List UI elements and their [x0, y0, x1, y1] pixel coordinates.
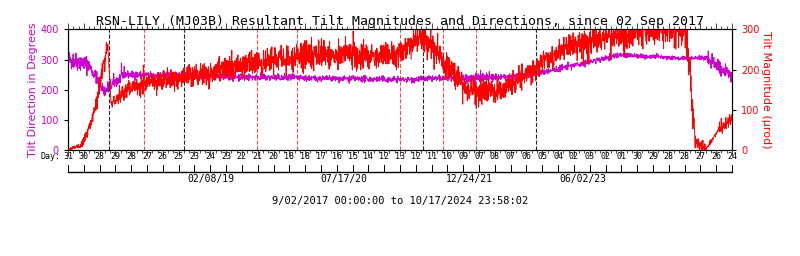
Text: 29: 29 [110, 152, 121, 161]
Text: 12/24/21: 12/24/21 [446, 174, 494, 184]
Text: 22: 22 [237, 152, 247, 161]
Text: 14: 14 [363, 152, 374, 161]
Text: 28: 28 [679, 152, 690, 161]
Text: 26: 26 [158, 152, 168, 161]
Text: 31: 31 [63, 152, 73, 161]
Text: 21: 21 [253, 152, 262, 161]
Text: 20: 20 [269, 152, 278, 161]
Text: 18: 18 [300, 152, 310, 161]
Text: 30: 30 [632, 152, 642, 161]
Text: 06: 06 [522, 152, 531, 161]
Text: 11: 11 [426, 152, 437, 161]
Text: 02: 02 [601, 152, 610, 161]
Text: 15: 15 [347, 152, 358, 161]
Text: 07/17/20: 07/17/20 [320, 174, 367, 184]
Text: 07: 07 [474, 152, 484, 161]
Text: 9/02/2017 00:00:00 to 10/17/2024 23:58:02: 9/02/2017 00:00:00 to 10/17/2024 23:58:0… [272, 196, 528, 206]
Text: 08: 08 [490, 152, 500, 161]
Y-axis label: Tilt Direction in Degrees: Tilt Direction in Degrees [28, 22, 38, 157]
Text: 24: 24 [727, 152, 737, 161]
Text: 27: 27 [695, 152, 706, 161]
Text: 12: 12 [411, 152, 421, 161]
Text: 02: 02 [569, 152, 579, 161]
Text: 13: 13 [395, 152, 405, 161]
Text: 02/08/19: 02/08/19 [187, 174, 234, 184]
Text: 28: 28 [126, 152, 136, 161]
Text: 07: 07 [506, 152, 516, 161]
Title: RSN-LILY (MJ03B) Resultant Tilt Magnitudes and Directions, since 02 Sep 2017: RSN-LILY (MJ03B) Resultant Tilt Magnitud… [96, 15, 704, 28]
Text: 23: 23 [190, 152, 199, 161]
Y-axis label: Tilt Magnitude (μrod): Tilt Magnitude (μrod) [761, 31, 770, 148]
Text: 06/02/23: 06/02/23 [559, 174, 606, 184]
Text: 28: 28 [664, 152, 674, 161]
Text: 30: 30 [79, 152, 89, 161]
Text: 23: 23 [221, 152, 231, 161]
Text: 17: 17 [316, 152, 326, 161]
Text: 04: 04 [553, 152, 563, 161]
Text: 28: 28 [94, 152, 105, 161]
Text: 24: 24 [206, 152, 215, 161]
Text: 01: 01 [616, 152, 626, 161]
Text: 09: 09 [458, 152, 468, 161]
Text: 18: 18 [284, 152, 294, 161]
Text: 29: 29 [648, 152, 658, 161]
Text: 03: 03 [585, 152, 594, 161]
Text: 27: 27 [142, 152, 152, 161]
Text: Day:: Day: [40, 152, 60, 161]
Text: 26: 26 [711, 152, 721, 161]
Text: 25: 25 [174, 152, 184, 161]
Text: 10: 10 [442, 152, 453, 161]
Text: 12: 12 [379, 152, 389, 161]
Text: 16: 16 [332, 152, 342, 161]
Text: 05: 05 [538, 152, 547, 161]
